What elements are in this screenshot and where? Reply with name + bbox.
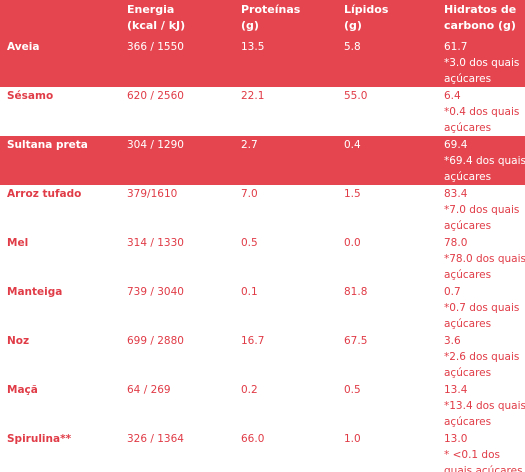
carbs-line: *13.4 dos quais xyxy=(444,400,525,412)
carbs-cell: 78.0 *78.0 dos quais açúcares xyxy=(437,234,525,283)
protein-cell: 0.5 xyxy=(241,237,258,249)
energy-cell: 379/1610 xyxy=(127,188,178,200)
food-name: Sultana preta xyxy=(7,139,88,151)
carbs-line: açúcares xyxy=(444,416,492,428)
lipids-cell: 0.0 xyxy=(344,237,361,249)
protein-cell: 2.7 xyxy=(241,139,258,151)
carbs-line: açúcares xyxy=(444,171,492,183)
carbs-line: *2.6 dos quais xyxy=(444,351,520,363)
carbs-line: açúcares xyxy=(444,220,492,232)
header-cell: Hidratos de carbono (g) xyxy=(437,0,525,38)
energy-cell: 620 / 2560 xyxy=(127,90,184,102)
carbs-line: açúcares xyxy=(444,269,492,281)
carbs-line: açúcares xyxy=(444,122,492,134)
carbs-line: *78.0 dos quais xyxy=(444,253,525,265)
carbs-line: 13.0 xyxy=(444,433,468,445)
table-row: Sultana preta 304 / 1290 2.7 0.4 69.4 *69.4 d… xyxy=(0,136,525,185)
header-row: Energia (kcal / kJ) Proteínas (g) Lípidos (g)… xyxy=(0,0,525,38)
header-text: (g) xyxy=(241,19,259,32)
food-name: Maçã xyxy=(7,384,38,396)
carbs-line: 61.7 xyxy=(444,41,468,53)
food-name: Sésamo xyxy=(7,90,54,102)
food-name: Manteiga xyxy=(7,286,63,298)
header-text: (kcal / kJ) xyxy=(127,19,186,32)
table-body: Aveia 366 / 1550 13.5 5.8 61.7 *3.0 dos quais… xyxy=(0,38,525,472)
energy-cell: 739 / 3040 xyxy=(127,286,184,298)
food-name: Spirulina** xyxy=(7,433,72,445)
lipids-cell: 67.5 xyxy=(344,335,368,347)
food-name: Aveia xyxy=(7,41,40,53)
lipids-cell: 55.0 xyxy=(344,90,368,102)
carbs-line: açúcares xyxy=(444,367,492,379)
table-row: Sésamo 620 / 2560 22.1 55.0 6.4 *0.4 dos quai… xyxy=(0,87,525,136)
table-header: Energia (kcal / kJ) Proteínas (g) Lípidos (g)… xyxy=(0,0,525,38)
table-row: Aveia 366 / 1550 13.5 5.8 61.7 *3.0 dos quais… xyxy=(0,38,525,87)
table-row: Mel 314 / 1330 0.5 0.0 78.0 *78.0 dos quais aç… xyxy=(0,234,525,283)
carbs-line: * <0.1 dos xyxy=(444,449,500,461)
lipids-cell: 0.4 xyxy=(344,139,361,151)
header-cell xyxy=(0,0,120,38)
table-row: Manteiga 739 / 3040 0.1 81.8 0.7 *0.7 dos qua… xyxy=(0,283,525,332)
energy-cell: 326 / 1364 xyxy=(127,433,184,445)
header-text: carbono (g) xyxy=(444,19,516,32)
carbs-line: 13.4 xyxy=(444,384,468,396)
energy-cell: 366 / 1550 xyxy=(127,41,184,53)
header-text: Energia xyxy=(127,3,175,16)
carbs-cell: 61.7 *3.0 dos quais açúcares xyxy=(437,38,525,87)
carbs-line: *7.0 dos quais xyxy=(444,204,520,216)
protein-cell: 0.1 xyxy=(241,286,258,298)
table-row: Maçã 64 / 269 0.2 0.5 13.4 *13.4 dos quais açú… xyxy=(0,381,525,430)
food-name: Arroz tufado xyxy=(7,188,82,200)
header-cell: Proteínas (g) xyxy=(234,0,337,38)
protein-cell: 7.0 xyxy=(241,188,258,200)
carbs-line: 69.4 xyxy=(444,139,468,151)
carbs-line: 0.7 xyxy=(444,286,461,298)
carbs-line: 83.4 xyxy=(444,188,468,200)
energy-cell: 304 / 1290 xyxy=(127,139,184,151)
protein-cell: 66.0 xyxy=(241,433,265,445)
lipids-cell: 0.5 xyxy=(344,384,361,396)
energy-cell: 64 / 269 xyxy=(127,384,171,396)
carbs-line: 78.0 xyxy=(444,237,468,249)
header-text: Hidratos de xyxy=(444,3,517,16)
header-cell: Lípidos (g) xyxy=(337,0,437,38)
table-row: Arroz tufado 379/1610 7.0 1.5 83.4 *7.0 dos q… xyxy=(0,185,525,234)
carbs-cell: 13.4 *13.4 dos quais açúcares xyxy=(437,381,525,430)
food-name: Mel xyxy=(7,237,29,249)
protein-cell: 13.5 xyxy=(241,41,265,53)
protein-cell: 16.7 xyxy=(241,335,265,347)
carbs-line: açúcares xyxy=(444,73,492,85)
lipids-cell: 5.8 xyxy=(344,41,361,53)
carbs-line: *0.4 dos quais xyxy=(444,106,520,118)
lipids-cell: 1.0 xyxy=(344,433,361,445)
protein-cell: 0.2 xyxy=(241,384,258,396)
carbs-cell: 69.4 *69.4 dos quais açúcares xyxy=(437,136,525,185)
carbs-line: *3.0 dos quais xyxy=(444,57,520,69)
protein-cell: 22.1 xyxy=(241,90,265,102)
carbs-cell: 3.6 *2.6 dos quais açúcares xyxy=(437,332,525,381)
carbs-cell: 6.4 *0.4 dos quais açúcares xyxy=(437,87,525,136)
header-text: (g) xyxy=(344,19,362,32)
energy-cell: 314 / 1330 xyxy=(127,237,184,249)
carbs-line: quais açúcares xyxy=(444,465,523,472)
lipids-cell: 81.8 xyxy=(344,286,368,298)
carbs-line: 6.4 xyxy=(444,90,461,102)
carbs-line: *0.7 dos quais xyxy=(444,302,520,314)
table-row: Spirulina** 326 / 1364 66.0 1.0 13.0 * <0.1 d… xyxy=(0,430,525,472)
carbs-line: *69.4 dos quais xyxy=(444,155,525,167)
header-cell: Energia (kcal / kJ) xyxy=(120,0,234,38)
carbs-cell: 13.0 * <0.1 dos quais açúcares xyxy=(437,430,525,472)
header-text: Proteínas xyxy=(241,3,301,16)
header-text: Lípidos xyxy=(344,3,389,16)
carbs-cell: 0.7 *0.7 dos quais açúcares xyxy=(437,283,525,332)
energy-cell: 699 / 2880 xyxy=(127,335,184,347)
carbs-line: açúcares xyxy=(444,318,492,330)
food-name: Noz xyxy=(7,335,30,347)
carbs-cell: 83.4 *7.0 dos quais açúcares xyxy=(437,185,525,234)
carbs-line: 3.6 xyxy=(444,335,461,347)
table-row: Noz 699 / 2880 16.7 67.5 3.6 *2.6 dos quais aç… xyxy=(0,332,525,381)
lipids-cell: 1.5 xyxy=(344,188,361,200)
